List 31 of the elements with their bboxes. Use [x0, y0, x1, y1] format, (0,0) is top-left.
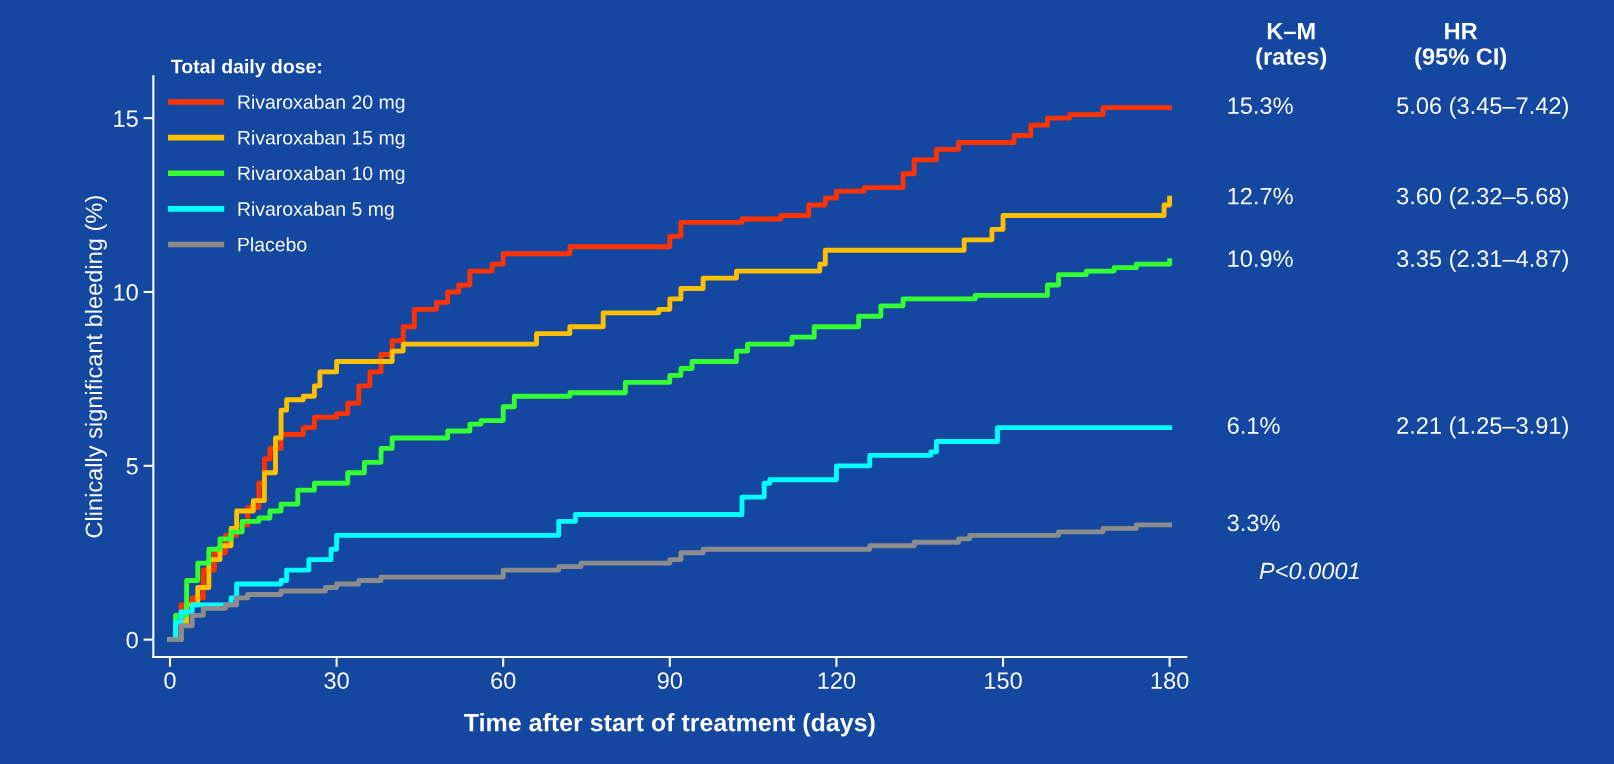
text: 3.3% — [1227, 514, 1280, 532]
text: K–M (rates) — [1256, 22, 1327, 70]
y-tick-label: 0 — [126, 631, 138, 649]
text: P<0.0001 — [1259, 562, 1359, 580]
text: HR (95% CI) — [1415, 22, 1507, 70]
text: 15.3% — [1228, 97, 1293, 115]
legend-title: Total daily dose: — [171, 59, 321, 78]
y-tick-label: 10 — [114, 284, 138, 301]
legend-label: Placebo — [238, 237, 307, 252]
x-tick-label: 150 — [985, 672, 1022, 689]
text: 2.21 (1.25–3.91) — [1397, 416, 1568, 439]
text: 3.60 (2.32–5.68) — [1397, 187, 1568, 210]
text: 5.06 (3.45–7.42) — [1397, 96, 1568, 119]
y-tick-label: 5 — [126, 458, 138, 475]
legend-label: Rivaroxaban 15 mg — [238, 130, 405, 149]
y-axis-title: Clinically significant bleeding (%) — [84, 196, 107, 538]
y-tick-label: 15 — [114, 110, 138, 127]
legend-label: Rivaroxaban 5 mg — [238, 201, 394, 220]
x-tick-label: 0 — [164, 672, 176, 689]
x-tick-label: 180 — [1151, 672, 1189, 689]
x-tick-label: 30 — [324, 672, 349, 689]
x-axis-title: Time after start of treatment (days) — [464, 713, 875, 737]
x-tick-label: 60 — [491, 672, 516, 689]
text: 10.9% — [1228, 250, 1293, 268]
text: 3.35 (2.31–4.87) — [1397, 249, 1568, 272]
text: 6.1% — [1227, 417, 1280, 434]
legend-label: Rivaroxaban 10 mg — [238, 165, 405, 185]
legend-label: Rivaroxaban 20 mg — [238, 94, 405, 113]
x-tick-label: 90 — [657, 672, 683, 689]
text: 12.7% — [1228, 187, 1293, 205]
x-tick-label: 120 — [818, 672, 856, 689]
